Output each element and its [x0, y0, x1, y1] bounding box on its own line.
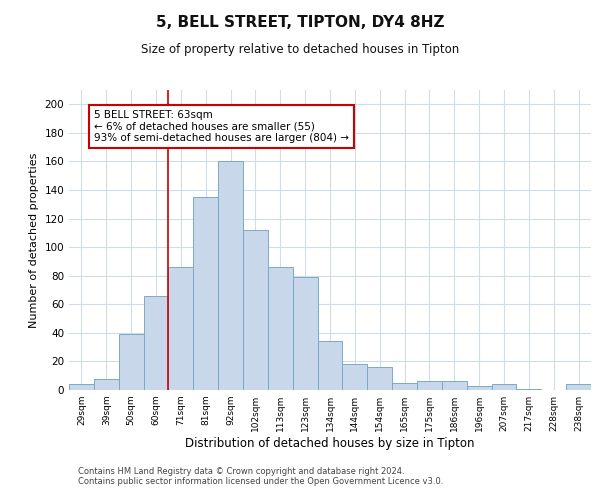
Bar	[218, 162, 243, 390]
Text: 5 BELL STREET: 63sqm
← 6% of detached houses are smaller (55)
93% of semi-detach: 5 BELL STREET: 63sqm ← 6% of detached ho…	[94, 110, 349, 143]
Text: Contains HM Land Registry data © Crown copyright and database right 2024.: Contains HM Land Registry data © Crown c…	[78, 467, 404, 476]
Bar	[343, 364, 367, 390]
X-axis label: Distribution of detached houses by size in Tipton: Distribution of detached houses by size …	[185, 437, 475, 450]
Bar	[417, 382, 442, 390]
Bar	[69, 384, 94, 390]
Bar	[119, 334, 143, 390]
Bar	[143, 296, 169, 390]
Bar	[491, 384, 517, 390]
Bar	[243, 230, 268, 390]
Bar	[467, 386, 491, 390]
Bar	[566, 384, 591, 390]
Bar	[442, 382, 467, 390]
Text: Contains public sector information licensed under the Open Government Licence v3: Contains public sector information licen…	[78, 477, 443, 486]
Text: Size of property relative to detached houses in Tipton: Size of property relative to detached ho…	[141, 42, 459, 56]
Bar	[94, 378, 119, 390]
Bar	[317, 342, 343, 390]
Bar	[193, 197, 218, 390]
Bar	[367, 367, 392, 390]
Bar	[517, 388, 541, 390]
Text: 5, BELL STREET, TIPTON, DY4 8HZ: 5, BELL STREET, TIPTON, DY4 8HZ	[156, 15, 444, 30]
Y-axis label: Number of detached properties: Number of detached properties	[29, 152, 39, 328]
Bar	[268, 267, 293, 390]
Bar	[392, 383, 417, 390]
Bar	[169, 267, 193, 390]
Bar	[293, 277, 317, 390]
